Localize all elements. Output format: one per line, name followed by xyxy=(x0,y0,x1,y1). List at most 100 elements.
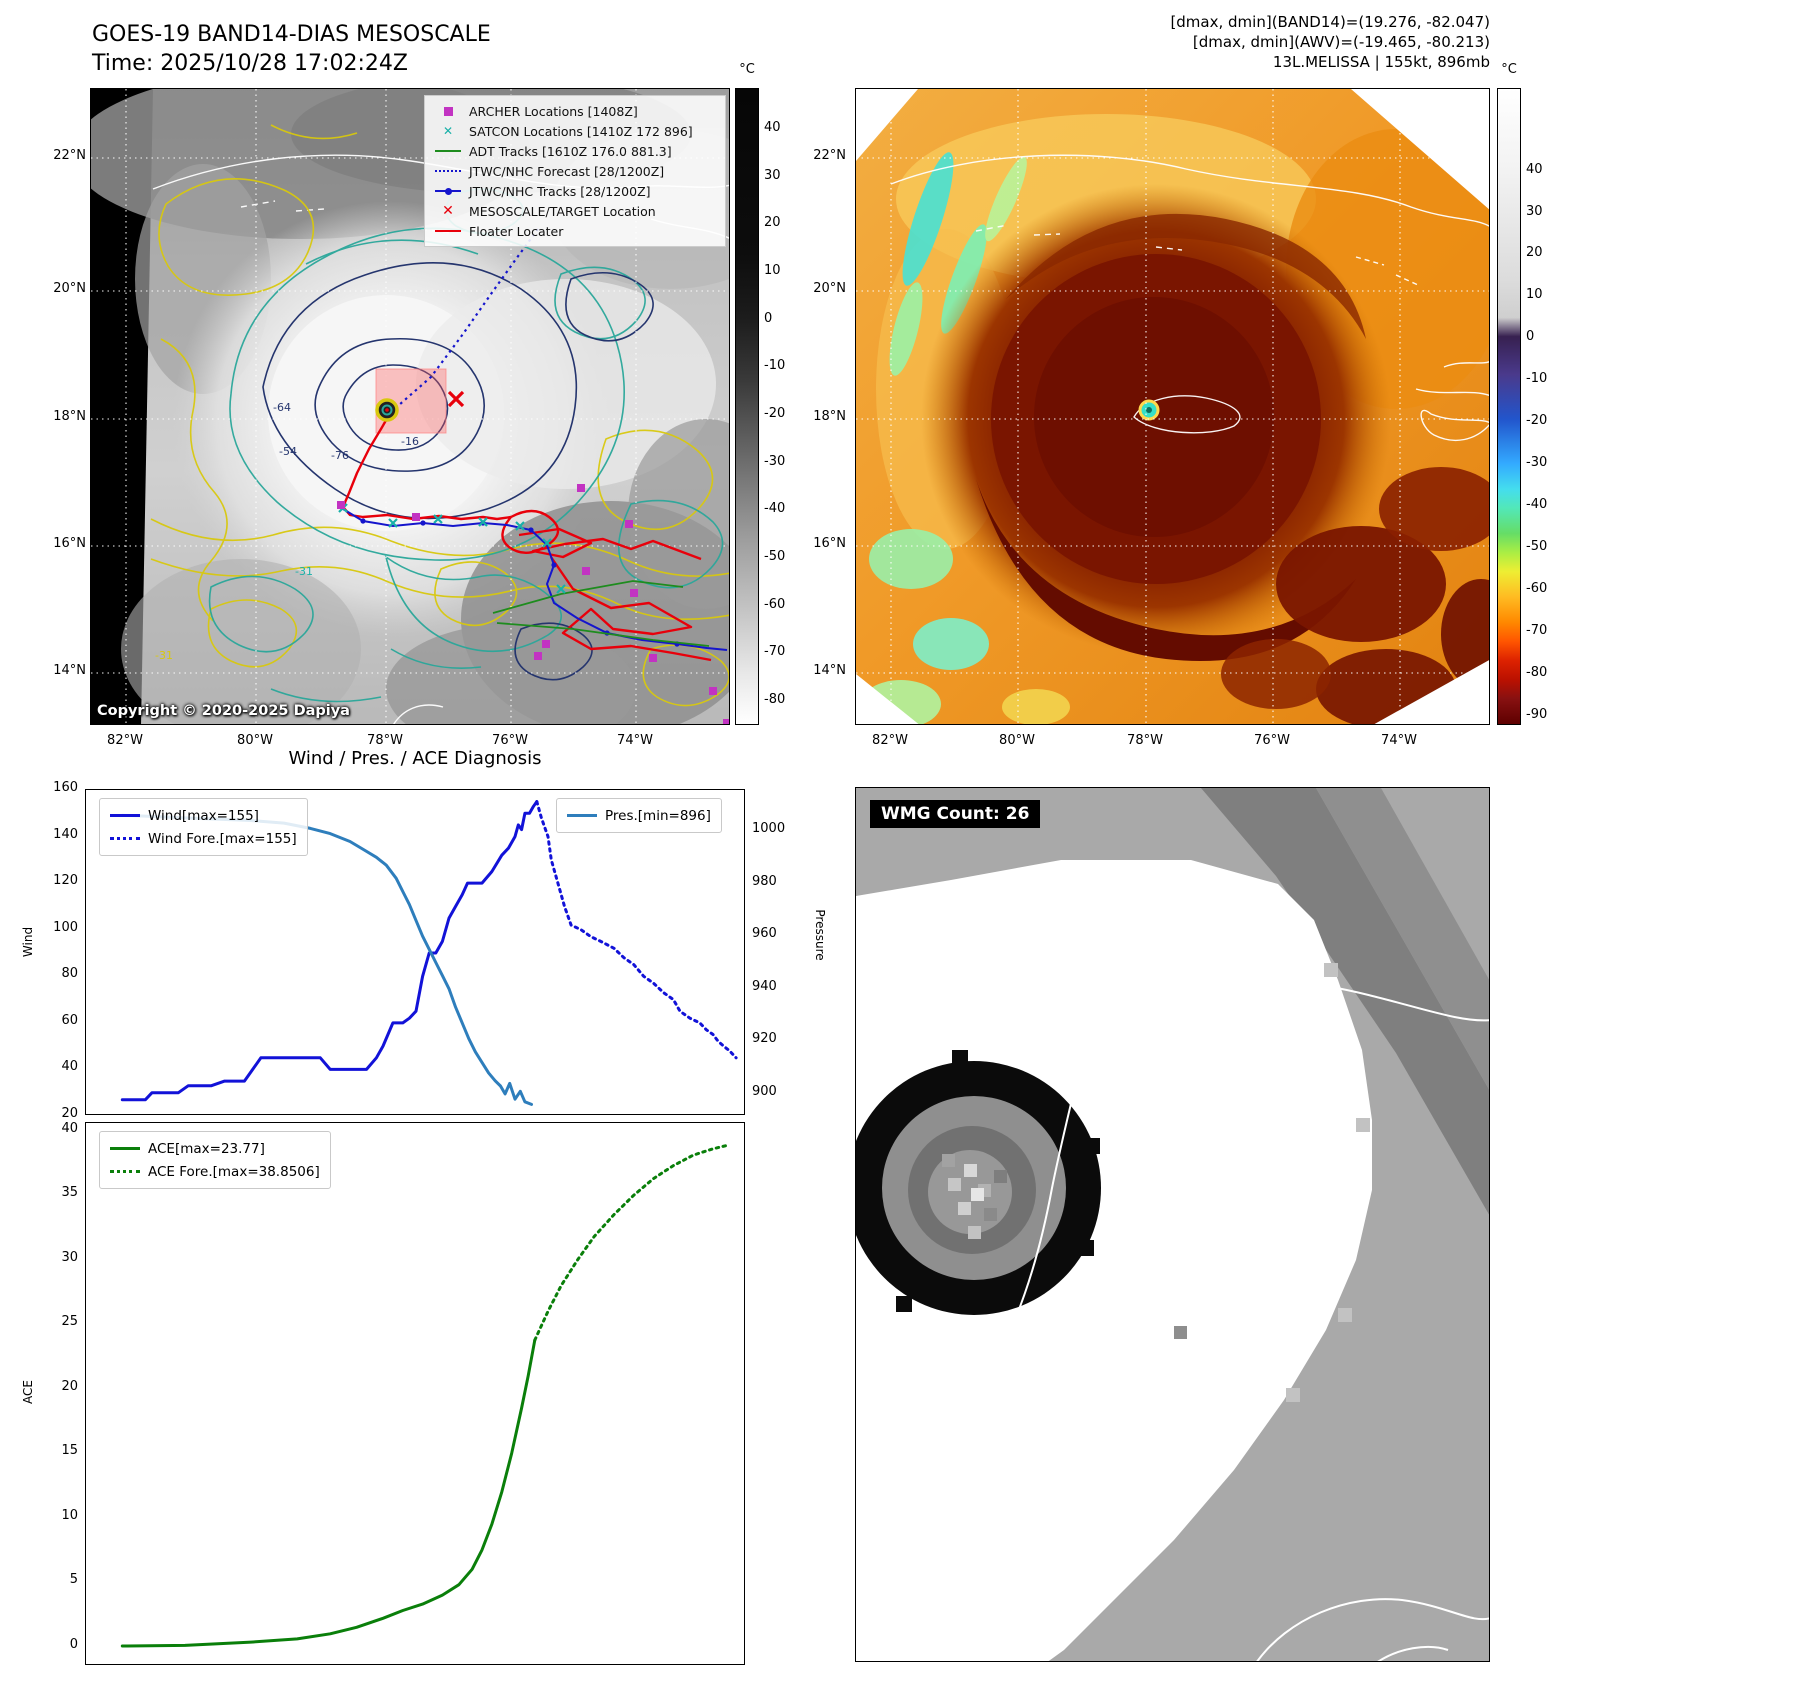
ACE Fore.[max=38.8506]-line xyxy=(533,1144,728,1342)
lat-tick-label: 14°N xyxy=(813,663,846,678)
colorbar-tick-label: -10 xyxy=(764,358,786,373)
colorbar-tick-label: 40 xyxy=(1526,162,1543,177)
ace-axis-label: ACE xyxy=(21,1380,35,1404)
contour-label: -64 xyxy=(273,401,291,414)
legend-line-icon xyxy=(433,170,463,172)
chart-legend-label: Wind Fore.[max=155] xyxy=(148,830,297,847)
map-legend-item: ✕ MESOSCALE/TARGET Location xyxy=(433,201,717,221)
colorbar-tick-label: -80 xyxy=(764,692,786,707)
map-legend-label: ADT Tracks [1610Z 176.0 881.3] xyxy=(469,143,672,159)
awv-ir-image xyxy=(856,89,1489,724)
wind-tick-label: 140 xyxy=(53,827,78,842)
ace-tick-label: 40 xyxy=(61,1121,78,1136)
legend-line-icon xyxy=(433,150,463,152)
map-legend-label: Floater Locater xyxy=(469,223,564,239)
pressure-tick-label: 1000 xyxy=(752,821,786,836)
map-legend-label: SATCON Locations [1410Z 172 896] xyxy=(469,123,693,139)
map-legend-item: ✕ SATCON Locations [1410Z 172 896] xyxy=(433,121,717,141)
chart-legend-label: ACE Fore.[max=38.8506] xyxy=(148,1163,320,1180)
map-legend-item: JTWC/NHC Tracks [28/1200Z] xyxy=(433,181,717,201)
goes-ir-image xyxy=(91,89,729,724)
legend-line-icon xyxy=(110,1170,140,1173)
legend-line-icon xyxy=(110,1147,140,1150)
ace-tick-label: 30 xyxy=(61,1250,78,1265)
ace-tick-label: 10 xyxy=(61,1508,78,1523)
pressure-tick-label: 980 xyxy=(752,874,777,889)
contours-teal xyxy=(208,188,724,703)
colorbar-tick-label: -40 xyxy=(1526,497,1548,512)
contour-label: -31 xyxy=(155,649,173,662)
colorbar-tick-label: -50 xyxy=(1526,539,1548,554)
contour-label: -54 xyxy=(279,445,297,458)
lat-tick-label: 14°N xyxy=(53,663,86,678)
lon-tick-label: 78°W xyxy=(367,733,403,748)
colorbar-tick-label: -20 xyxy=(764,406,786,421)
wmg-image xyxy=(856,788,1489,1661)
colorbar-tick-label: -70 xyxy=(1526,623,1548,638)
colorbar-tick-label: 0 xyxy=(1526,329,1535,344)
lat-tick-label: 22°N xyxy=(53,148,86,163)
contours-navy xyxy=(262,262,654,681)
colorbar-tick-label: 40 xyxy=(764,120,781,135)
lat-tick-label: 20°N xyxy=(813,281,846,296)
wind-tick-label: 160 xyxy=(53,780,78,795)
lon-tick-label: 80°W xyxy=(999,733,1035,748)
wind-axis-label: Wind xyxy=(21,926,35,958)
mesoscale-target-box-border xyxy=(375,368,447,434)
chart-legend-item: Pres.[min=896] xyxy=(567,804,711,827)
chart-legend-item: Wind[max=155] xyxy=(110,804,297,827)
target-x-icon: ✕ xyxy=(442,203,454,219)
ace-tick-label: 5 xyxy=(69,1572,78,1587)
legend-line-icon xyxy=(110,814,140,817)
contour-label: -76 xyxy=(331,449,349,462)
colorbar-tick-label: -60 xyxy=(764,597,786,612)
jtwc-track xyxy=(342,508,728,651)
lat-tick-label: 16°N xyxy=(813,536,846,551)
lon-tick-label: 82°W xyxy=(872,733,908,748)
archer-markers xyxy=(337,484,729,724)
storm-id-text: 13L.MELISSA | 155kt, 896mb xyxy=(1272,53,1490,71)
ace-tick-label: 25 xyxy=(61,1314,78,1329)
colorbar-tick-label: -30 xyxy=(1526,455,1548,470)
lon-tick-label: 74°W xyxy=(1381,733,1417,748)
lon-tick-label: 76°W xyxy=(492,733,528,748)
pressure-axis-label: Pressure xyxy=(813,909,827,961)
colorbar-tick-label: -90 xyxy=(1526,707,1548,722)
colorbar-tick-label: -70 xyxy=(764,644,786,659)
goes-title: GOES-19 BAND14-DIAS MESOSCALE xyxy=(92,22,491,47)
dmax-band14-text: [dmax, dmin](BAND14)=(19.276, -82.047) xyxy=(1170,13,1490,31)
chart-legend-label: Wind[max=155] xyxy=(148,807,259,824)
chart-legend-label: ACE[max=23.77] xyxy=(148,1140,265,1157)
contour-label: -31 xyxy=(295,565,313,578)
coastlines xyxy=(856,938,1489,1661)
pressure-tick-label: 900 xyxy=(752,1084,777,1099)
colorbar-tick-label: -50 xyxy=(764,549,786,564)
chart-legend-item: ACE[max=23.77] xyxy=(110,1137,320,1160)
map-legend-label: MESOSCALE/TARGET Location xyxy=(469,203,656,219)
map-legend-item: ADT Tracks [1610Z 176.0 881.3] xyxy=(433,141,717,161)
lat-tick-label: 18°N xyxy=(813,409,846,424)
pressure-tick-label: 960 xyxy=(752,926,777,941)
wind-tick-label: 80 xyxy=(61,966,78,981)
legend-line-icon xyxy=(433,230,463,232)
colorbar-tick-label: 10 xyxy=(764,263,781,278)
colorbar-tick-label: 20 xyxy=(764,215,781,230)
ace-tick-label: 20 xyxy=(61,1379,78,1394)
colorbar-unit-left: °C xyxy=(739,62,755,77)
ace-tick-label: 15 xyxy=(61,1443,78,1458)
wind-pressure-chart xyxy=(120,800,738,1106)
lon-tick-label: 82°W xyxy=(107,733,143,748)
lon-tick-label: 74°W xyxy=(617,733,653,748)
colorbar-tick-label: 30 xyxy=(1526,204,1543,219)
storm-center-symbol xyxy=(375,398,399,422)
legend-line-icon xyxy=(567,814,597,817)
map-legend-item: Floater Locater xyxy=(433,221,717,241)
colorbar-tick-label: -60 xyxy=(1526,581,1548,596)
pressure-tick-label: 920 xyxy=(752,1031,777,1046)
wind-legend: Wind[max=155] Wind Fore.[max=155] xyxy=(99,798,308,856)
lat-tick-label: 22°N xyxy=(813,148,846,163)
wind-tick-label: 120 xyxy=(53,873,78,888)
colorbar-tick-label: -30 xyxy=(764,454,786,469)
band14-colorbar xyxy=(735,88,759,725)
lon-tick-label: 80°W xyxy=(237,733,273,748)
